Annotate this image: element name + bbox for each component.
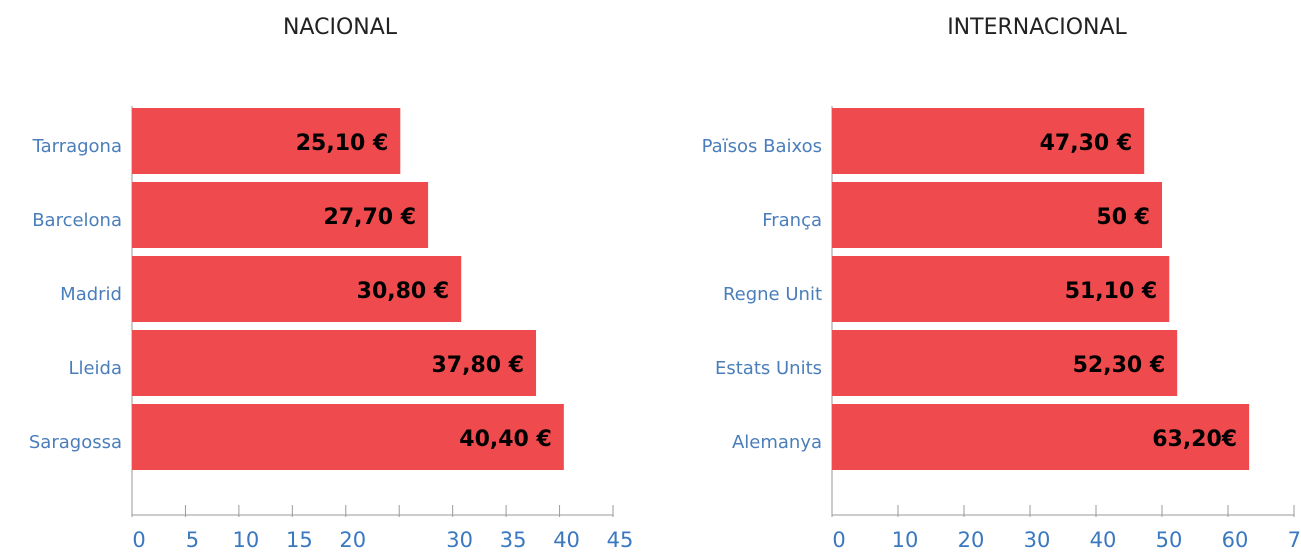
category-label: Alemanya: [732, 432, 822, 453]
x-tick-label: 10: [892, 528, 919, 552]
bar: [132, 330, 537, 396]
data-label: 51,10 €: [1065, 279, 1158, 304]
bar: [132, 404, 564, 470]
category-label: Regne Unit: [723, 284, 822, 305]
data-label: 52,30 €: [1073, 353, 1166, 378]
bar: [832, 108, 1145, 174]
category-label: Lleida: [68, 358, 122, 379]
x-tick-label: 10: [233, 528, 260, 552]
x-tick-label: 30: [446, 528, 473, 552]
x-tick-label: 30: [1024, 528, 1051, 552]
data-label: 50 €: [1096, 205, 1150, 230]
x-tick-label: 35: [500, 528, 527, 552]
category-label: Saragossa: [29, 432, 122, 453]
category-label: Barcelona: [32, 210, 122, 231]
bar: [132, 256, 462, 322]
data-label: 37,80 €: [431, 353, 524, 378]
x-tick-label: 50: [1156, 528, 1183, 552]
chart-title: NACIONAL: [283, 15, 398, 40]
category-label: Madrid: [60, 284, 122, 305]
x-tick-label: 0: [132, 528, 145, 552]
x-tick-label: 20: [339, 528, 366, 552]
category-label: Tarragona: [32, 136, 122, 157]
category-label: Països Baixos: [702, 136, 822, 157]
bar: [832, 182, 1162, 248]
x-tick-label: 20: [958, 528, 985, 552]
data-label: 63,20€: [1152, 427, 1237, 452]
bar: [832, 256, 1170, 322]
data-label: 27,70 €: [324, 205, 417, 230]
bar: [132, 182, 429, 248]
data-label: 47,30 €: [1040, 131, 1133, 156]
x-tick-label: 40: [1090, 528, 1117, 552]
chart-title: INTERNACIONAL: [947, 15, 1127, 40]
bar: [132, 108, 401, 174]
x-tick-label: 15: [286, 528, 313, 552]
data-label: 25,10 €: [296, 131, 389, 156]
x-tick-label: 45: [607, 528, 634, 552]
category-label: Estats Units: [715, 358, 822, 379]
data-label: 30,80 €: [357, 279, 450, 304]
data-label: 40,40 €: [459, 427, 552, 452]
x-tick-label: 5: [186, 528, 199, 552]
x-tick-label: 0: [832, 528, 845, 552]
x-tick-label: 40: [553, 528, 580, 552]
x-tick-label: 70: [1288, 528, 1301, 552]
category-label: França: [762, 210, 822, 231]
bar: [832, 404, 1250, 470]
x-tick-label: 60: [1222, 528, 1249, 552]
bar: [832, 330, 1178, 396]
